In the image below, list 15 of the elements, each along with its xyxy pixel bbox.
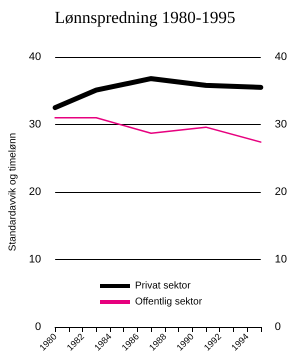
y2-tick-label: 20 <box>274 186 288 198</box>
legend-label: Offentlig sektor <box>135 296 203 308</box>
y2-tick-label: 0 <box>274 321 281 333</box>
y-tick-label: 30 <box>28 118 42 130</box>
line-series <box>54 117 262 143</box>
chart-title: Lønnspredning 1980-1995 <box>54 8 236 27</box>
y-tick-label: 40 <box>28 51 42 63</box>
y-tick-label: 20 <box>28 186 42 198</box>
y-axis-title: Standardavvik og timelønn <box>8 132 18 252</box>
y2-tick-label: 40 <box>274 51 288 63</box>
y-tick-label: 0 <box>35 321 42 333</box>
y-tick-label: 10 <box>28 254 42 266</box>
y2-tick-label: 10 <box>274 254 288 266</box>
legend-label: Privat sektor <box>135 280 192 292</box>
y2-tick-label: 30 <box>274 118 288 130</box>
